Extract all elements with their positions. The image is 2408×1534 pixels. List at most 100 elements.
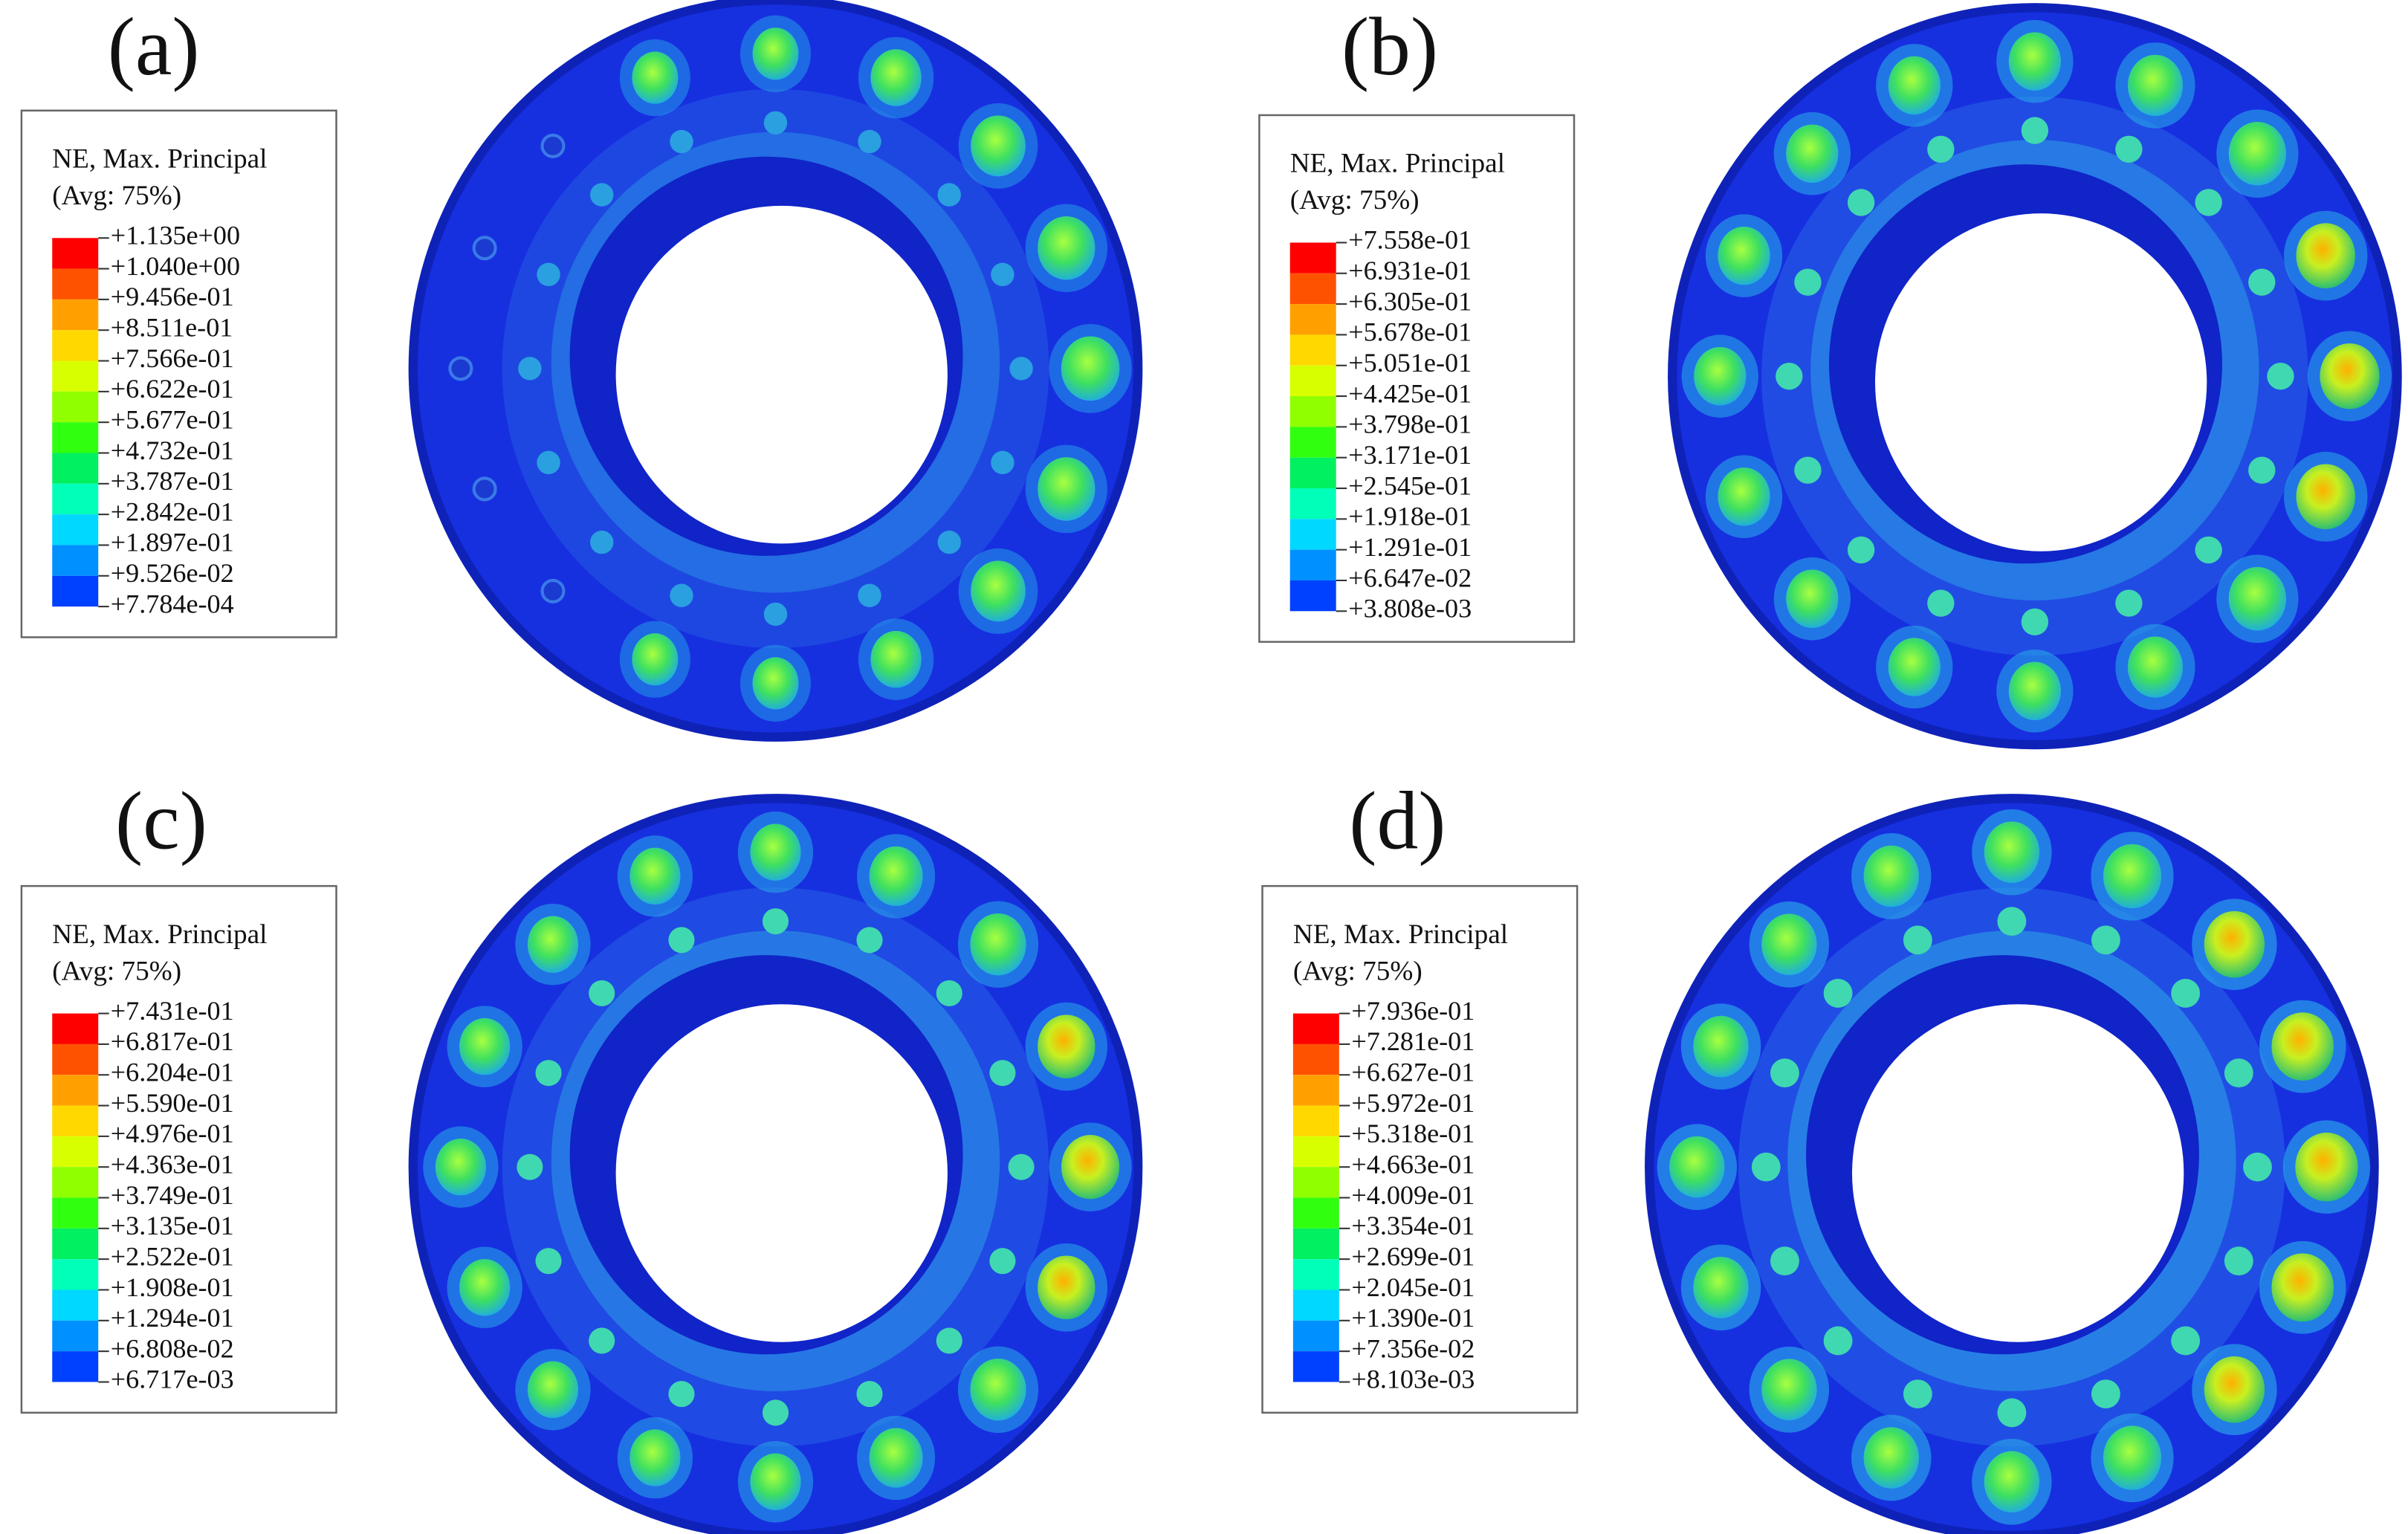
legend-swatch — [1289, 273, 1336, 305]
legend-swatch — [1292, 1228, 1339, 1260]
legend-swatch — [52, 483, 99, 515]
legend-value: +5.590e-01 — [111, 1088, 234, 1118]
blob — [752, 657, 799, 710]
hole-mark — [472, 476, 497, 502]
panel-label: (a) — [108, 1, 200, 93]
small-blob — [1823, 979, 1853, 1008]
legend-subtitle: (Avg: 75%) — [52, 181, 181, 211]
legend-swatch — [52, 575, 99, 607]
legend-swatch — [1292, 1167, 1339, 1198]
small-blob — [2171, 1326, 2201, 1356]
blob — [459, 1017, 511, 1075]
blob — [1888, 56, 1941, 115]
legend-swatch — [52, 1351, 99, 1382]
legend-value: +3.354e-01 — [1351, 1211, 1475, 1240]
legend-value: +3.135e-01 — [111, 1211, 234, 1240]
blob — [1786, 124, 1839, 183]
blob — [870, 630, 922, 688]
legend-value: +5.051e-01 — [1348, 348, 1472, 378]
small-blob — [1776, 363, 1803, 390]
small-blob — [1770, 1058, 1799, 1088]
small-blob — [2091, 925, 2120, 955]
legend-value: +6.647e-02 — [1348, 563, 1472, 592]
blob — [1669, 1136, 1725, 1198]
blob — [870, 49, 922, 106]
small-blob — [2195, 536, 2222, 564]
legend-swatch — [1292, 1013, 1339, 1044]
small-blob — [670, 129, 693, 154]
blob — [970, 913, 1026, 976]
legend: NE, Max. Principal(Avg: 75%)+7.936e-01+7… — [1261, 884, 1579, 1414]
legend-value: +9.526e-02 — [111, 558, 234, 588]
panel: (b) NE, Max. Principal (Avg: 75%) +7.558e-0… — [1258, 1, 2402, 750]
legend-swatch — [52, 1197, 99, 1229]
small-blob — [991, 262, 1014, 287]
blob — [629, 847, 681, 905]
blob — [1038, 216, 1095, 280]
legend-value: +2.699e-01 — [1351, 1241, 1475, 1271]
legend-value: +2.522e-01 — [111, 1241, 234, 1271]
blob — [2204, 910, 2265, 978]
blob — [2103, 844, 2162, 909]
small-blob — [2115, 589, 2143, 617]
legend-value: +6.204e-01 — [111, 1058, 234, 1087]
legend-swatch — [52, 1105, 99, 1136]
small-blob — [537, 262, 560, 287]
blob — [2228, 121, 2287, 186]
blob — [1718, 467, 1770, 526]
blob — [1061, 1135, 1120, 1200]
legend-value: +2.045e-01 — [1351, 1272, 1475, 1302]
legend-value: +7.566e-01 — [111, 343, 234, 373]
legend-value: +1.897e-01 — [111, 528, 234, 557]
legend-swatch — [1289, 580, 1336, 612]
small-blob — [1770, 1246, 1799, 1276]
small-blob — [2224, 1246, 2253, 1276]
small-blob — [1008, 1153, 1035, 1180]
legend-swatch — [52, 545, 99, 576]
small-blob — [856, 1381, 883, 1408]
blob — [1761, 913, 1817, 976]
blob — [971, 560, 1026, 622]
blob — [1718, 226, 1770, 285]
legend-value: +3.808e-03 — [1348, 594, 1472, 624]
blob — [750, 823, 801, 881]
ring-hole — [1851, 1004, 2184, 1342]
legend-swatch — [52, 1259, 99, 1290]
small-blob — [517, 1153, 543, 1180]
small-blob — [2248, 268, 2276, 296]
small-blob — [1009, 357, 1033, 381]
small-blob — [2224, 1058, 2253, 1088]
legend-swatch — [1289, 488, 1336, 520]
small-blob — [762, 1399, 789, 1426]
legend-value: +3.171e-01 — [1348, 440, 1472, 470]
blob — [459, 1259, 511, 1316]
small-blob — [2195, 189, 2222, 216]
legend-swatch — [1292, 1289, 1339, 1321]
legend-swatch — [1289, 334, 1336, 366]
small-blob — [937, 530, 961, 554]
legend-subtitle: (Avg: 75%) — [1290, 185, 1420, 216]
blob — [2271, 1253, 2334, 1322]
legend-value: +1.390e-01 — [1351, 1303, 1475, 1333]
legend-swatch — [52, 1228, 99, 1260]
blob — [1038, 1014, 1095, 1078]
legend-subtitle: (Avg: 75%) — [1293, 956, 1423, 986]
panel: (c) NE, Max. Principal (Avg: 75%) +7.431e-0… — [20, 775, 1143, 1534]
legend-value: +4.363e-01 — [111, 1150, 234, 1179]
blob — [1984, 821, 2040, 883]
small-blob — [1794, 456, 1822, 484]
blob — [2008, 661, 2062, 720]
legend-value: +7.281e-01 — [1351, 1026, 1475, 1056]
small-blob — [763, 602, 788, 627]
legend-swatch — [52, 422, 99, 453]
ring-hole — [1874, 213, 2207, 551]
blob — [2127, 636, 2184, 698]
small-blob — [1847, 536, 1875, 564]
legend-swatch — [1292, 1320, 1339, 1352]
legend-swatch — [1292, 1136, 1339, 1168]
legend-value: +5.677e-01 — [111, 404, 234, 434]
small-blob — [762, 908, 789, 935]
panel: (d) NE, Max. Principal (Avg: 75%) +7.936e-0… — [1261, 775, 2379, 1534]
blob — [752, 27, 799, 80]
legend-swatch — [1289, 549, 1336, 580]
